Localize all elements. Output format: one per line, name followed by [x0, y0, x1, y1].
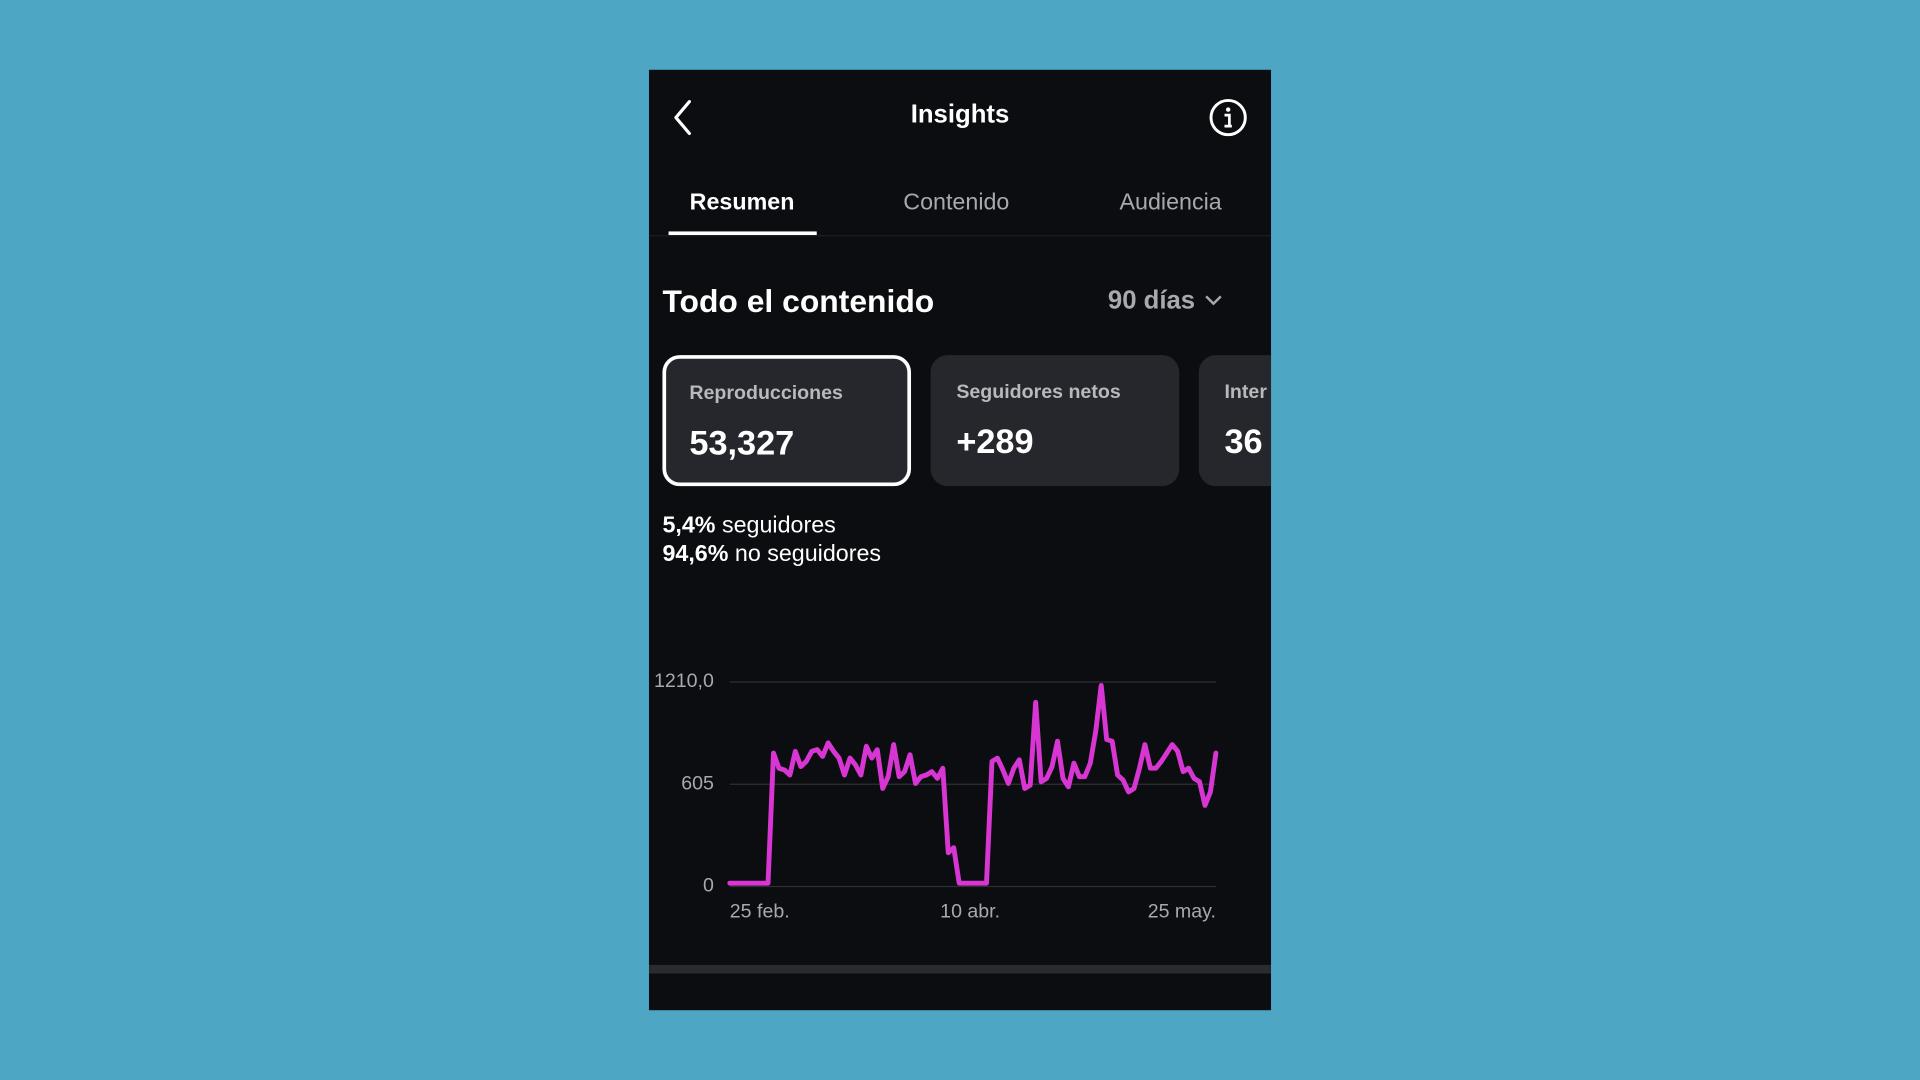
share: 94,6%	[662, 541, 729, 567]
share: 5,4%	[662, 513, 716, 539]
card-label: Seguidores netos	[956, 382, 1121, 403]
tab-indicator	[668, 231, 817, 236]
y-tick-label: 605	[681, 772, 714, 794]
metric-card[interactable]: Reproducciones 53,327	[662, 355, 912, 487]
share-label: no seguidores	[734, 541, 882, 567]
info-button[interactable]	[1207, 97, 1249, 139]
tab[interactable]: Resumen	[689, 189, 795, 216]
y-tick-label: 0	[703, 875, 714, 897]
tab[interactable]: Audiencia	[1119, 189, 1222, 216]
card-value: +289	[956, 422, 1034, 461]
share-label: seguidores	[721, 513, 836, 539]
breakdown-row: 94,6% no seguidores	[662, 541, 881, 568]
chart: 0 605 1210,0 25 feb. 10 abr. 25 may.	[654, 670, 1219, 922]
period-label: 90 días	[1107, 286, 1196, 315]
card-label: Inter	[1224, 382, 1267, 403]
x-tick-label: 25 may.	[1148, 900, 1216, 922]
card-value: 36	[1224, 422, 1263, 461]
breakdown-row: 5,4% seguidores	[662, 513, 835, 540]
card-value: 53,327	[689, 423, 795, 462]
section-title: Todo el contenido	[662, 282, 935, 320]
phone-screen: Insights Resumen Contenido Audiencia Tod…	[648, 69, 1272, 1011]
x-tick-label: 25 feb.	[730, 900, 790, 922]
metric-card[interactable]: Inter 36	[1198, 355, 1272, 487]
back-button[interactable]	[669, 97, 698, 139]
divider	[648, 235, 1272, 237]
screen-title: Insights	[910, 100, 1010, 129]
metric-card[interactable]: Seguidores netos +289	[930, 355, 1180, 487]
y-tick-label: 1210,0	[654, 670, 714, 692]
card-label: Reproducciones	[689, 383, 843, 405]
period-selector[interactable]: 90 días	[1108, 287, 1225, 316]
bottom-bar	[648, 964, 1272, 974]
data-line	[727, 682, 1219, 886]
chevron	[1205, 295, 1222, 306]
tab[interactable]: Contenido	[903, 189, 1010, 216]
x-tick-label: 10 abr.	[940, 900, 1000, 922]
